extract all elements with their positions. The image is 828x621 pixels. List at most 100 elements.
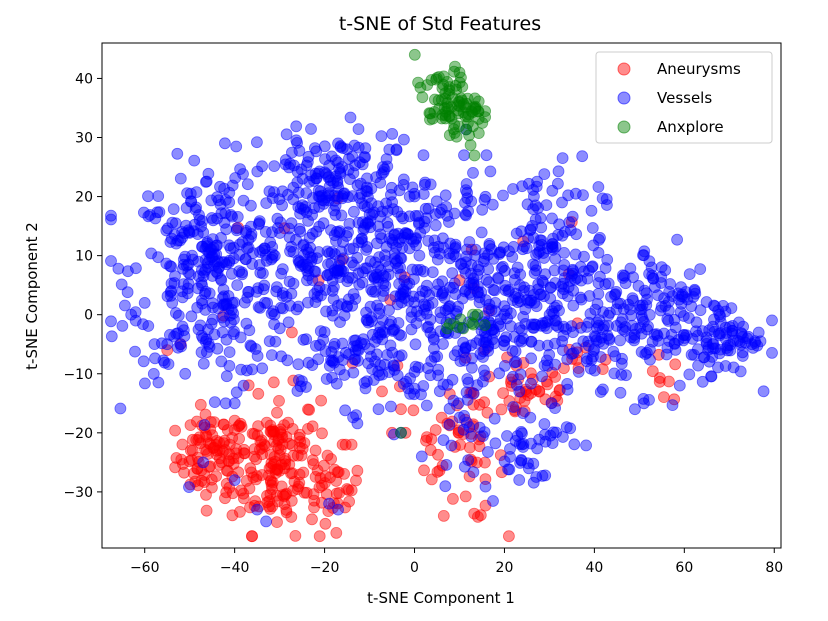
- point-vessels: [411, 263, 424, 276]
- y-tick-label: −20: [63, 426, 93, 442]
- point-vessels: [191, 301, 204, 314]
- point-aneurysms: [289, 530, 302, 542]
- point-anxplore: [451, 321, 464, 333]
- point-vessels: [689, 287, 702, 300]
- point-vessels: [236, 266, 248, 279]
- point-aneurysms: [306, 454, 319, 467]
- point-vessels: [205, 317, 218, 330]
- point-vessels: [521, 294, 533, 306]
- point-aneurysms: [269, 455, 281, 468]
- point-aneurysms: [210, 470, 223, 483]
- point-vessels: [420, 307, 433, 320]
- point-aneurysms: [494, 449, 507, 462]
- point-aneurysms: [330, 487, 343, 500]
- point-vessels: [493, 367, 506, 380]
- point-vessels: [488, 337, 501, 350]
- point-vessels: [182, 266, 195, 279]
- point-vessels: [460, 250, 473, 263]
- point-aneurysms: [351, 464, 364, 477]
- point-vessels: [245, 340, 258, 353]
- point-vessels: [460, 178, 473, 190]
- point-vessels: [552, 165, 565, 178]
- point-vessels: [443, 402, 456, 415]
- point-vessels: [226, 210, 239, 223]
- point-vessels: [581, 355, 593, 368]
- point-vessels: [635, 327, 648, 340]
- point-vessels: [498, 339, 511, 352]
- point-vessels: [530, 180, 543, 193]
- point-vessels: [395, 210, 408, 223]
- point-vessels: [397, 212, 410, 225]
- point-vessels: [569, 187, 582, 200]
- point-vessels: [169, 217, 182, 230]
- point-vessels: [105, 330, 118, 343]
- point-anxplore: [450, 130, 463, 143]
- point-vessels: [614, 386, 627, 399]
- point-vessels: [366, 328, 379, 341]
- point-vessels: [195, 264, 208, 276]
- point-vessels: [152, 251, 165, 264]
- point-vessels: [142, 210, 155, 223]
- point-vessels: [138, 296, 151, 309]
- point-vessels: [727, 361, 740, 374]
- point-vessels: [507, 401, 519, 413]
- legend-marker-vessels: [617, 91, 631, 105]
- point-vessels: [268, 186, 280, 199]
- point-vessels: [297, 239, 310, 252]
- point-aneurysms: [274, 426, 287, 438]
- point-vessels: [431, 253, 444, 266]
- point-aneurysms: [446, 492, 459, 505]
- point-aneurysms: [233, 419, 246, 432]
- point-vessels: [538, 290, 550, 303]
- point-vessels: [457, 423, 470, 436]
- point-vessels: [256, 160, 269, 173]
- point-vessels: [163, 328, 176, 341]
- point-aneurysms: [324, 471, 336, 484]
- point-vessels: [181, 187, 194, 200]
- point-vessels: [202, 167, 215, 180]
- point-vessels: [556, 152, 569, 165]
- point-vessels: [105, 209, 117, 222]
- point-vessels: [476, 375, 489, 388]
- point-vessels: [533, 245, 546, 258]
- point-aneurysms: [185, 454, 198, 466]
- point-vessels: [447, 281, 460, 294]
- point-vessels: [332, 503, 345, 516]
- point-vessels: [603, 332, 615, 345]
- point-vessels: [666, 399, 679, 412]
- point-aneurysms: [178, 466, 191, 479]
- point-vessels: [370, 268, 383, 281]
- point-aneurysms: [339, 501, 352, 514]
- point-vessels: [417, 149, 430, 162]
- point-vessels: [523, 284, 536, 297]
- point-vessels: [270, 285, 283, 298]
- point-vessels: [197, 226, 210, 239]
- point-vessels: [419, 202, 432, 215]
- point-aneurysms: [327, 497, 340, 510]
- point-aneurysms: [282, 416, 295, 429]
- point-vessels: [538, 168, 551, 181]
- point-vessels: [212, 302, 225, 315]
- point-vessels: [336, 354, 349, 367]
- point-vessels: [600, 193, 613, 206]
- point-aneurysms: [288, 475, 301, 488]
- point-vessels: [549, 358, 562, 371]
- point-vessels: [365, 311, 378, 324]
- point-vessels: [332, 137, 345, 150]
- point-vessels: [164, 289, 177, 302]
- point-aneurysms: [471, 511, 484, 523]
- point-vessels: [342, 226, 354, 239]
- point-aneurysms: [234, 417, 247, 430]
- point-vessels: [279, 158, 292, 171]
- point-vessels: [287, 246, 300, 258]
- point-aneurysms: [264, 503, 277, 515]
- point-vessels: [112, 262, 125, 275]
- point-vessels: [527, 203, 539, 216]
- point-vessels: [382, 260, 395, 273]
- point-aneurysms: [194, 398, 207, 411]
- point-vessels: [301, 296, 314, 309]
- series-vessels: [105, 111, 778, 528]
- point-vessels: [680, 329, 693, 342]
- x-tick-label: 60: [675, 560, 693, 576]
